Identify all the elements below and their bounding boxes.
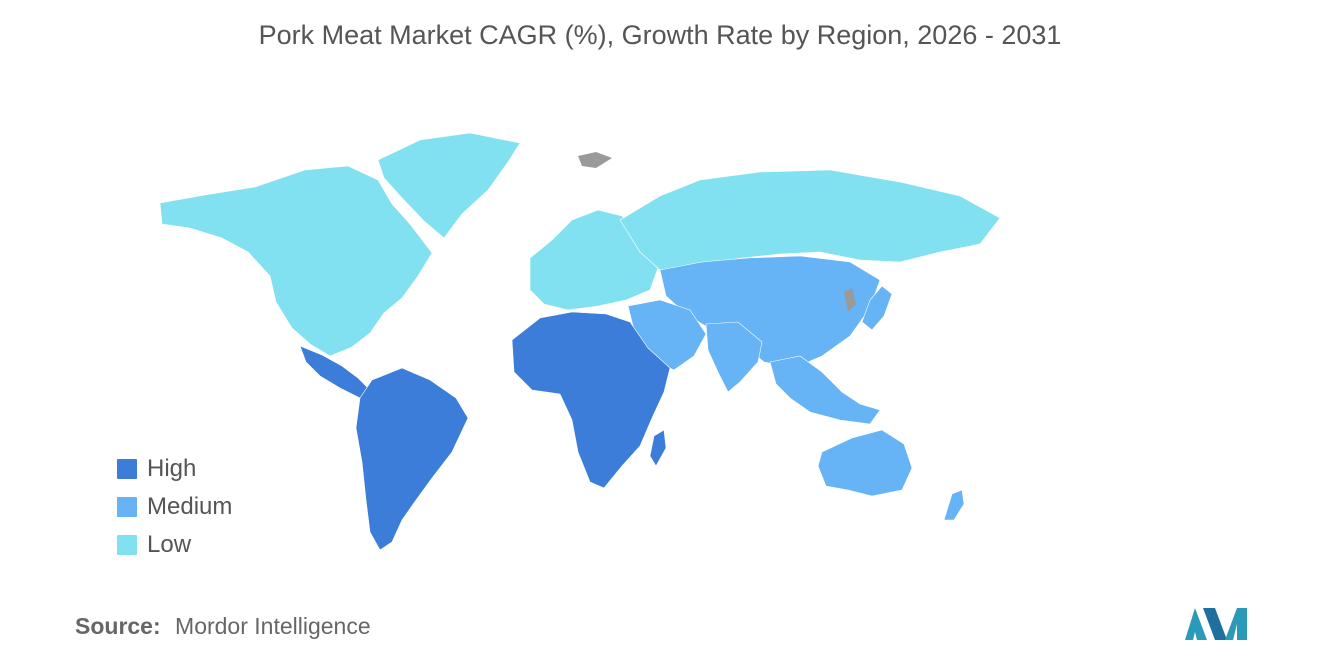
legend-label-low: Low — [147, 531, 192, 558]
region-madagascar — [649, 429, 667, 467]
region-southeast-asia — [769, 355, 881, 425]
region-north-america — [159, 165, 433, 357]
region-new-zealand — [943, 489, 965, 521]
chart-title: Pork Meat Market CAGR (%), Growth Rate b… — [258, 20, 1062, 50]
region-east-asia — [659, 255, 881, 369]
region-russia-central-asia — [619, 169, 1001, 271]
legend-item-low: Low — [117, 526, 232, 564]
legend-label-medium: Medium — [147, 493, 233, 520]
region-korea — [844, 288, 856, 312]
region-australia — [817, 429, 913, 497]
legend: High Medium Low — [117, 450, 232, 564]
region-japan — [861, 285, 893, 331]
source-value: Mordor Intelligence — [175, 613, 371, 639]
region-south-america — [355, 367, 469, 551]
legend-label-high: High — [147, 455, 197, 482]
source-note: Source: Mordor Intelligence — [75, 613, 371, 640]
region-svalbard — [578, 152, 612, 168]
mordor-intelligence-logo-icon — [1185, 608, 1247, 640]
region-africa — [511, 311, 671, 489]
region-greenland — [377, 132, 521, 239]
source-label: Source: — [75, 613, 161, 639]
legend-swatch-medium — [117, 497, 137, 517]
legend-swatch-high — [117, 459, 137, 479]
region-europe — [529, 209, 659, 311]
region-india — [705, 321, 763, 393]
legend-item-medium: Medium — [117, 488, 232, 526]
legend-swatch-low — [117, 535, 137, 555]
legend-item-high: High — [117, 450, 232, 488]
